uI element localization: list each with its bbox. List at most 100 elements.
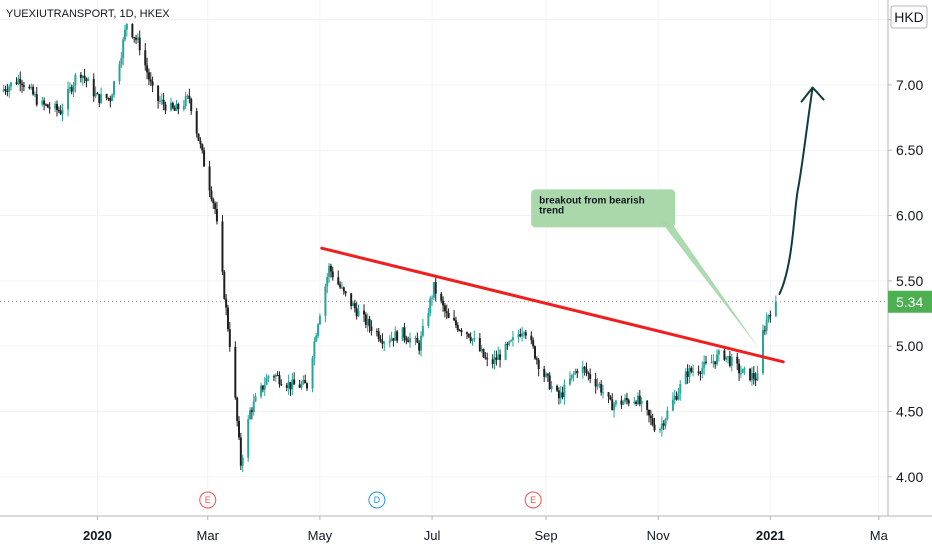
- candle: [87, 76, 90, 82]
- candle-body: [443, 305, 446, 312]
- candle: [173, 105, 176, 111]
- candle-body: [85, 78, 88, 82]
- candle-body: [688, 367, 691, 377]
- candle: [530, 331, 533, 345]
- candle: [407, 336, 410, 343]
- candle: [188, 88, 191, 104]
- candle: [473, 330, 476, 343]
- candle-body: [17, 78, 20, 84]
- event-marker[interactable]: E: [199, 491, 217, 509]
- candle-body: [620, 400, 623, 405]
- candle: [41, 96, 44, 107]
- candle: [388, 335, 391, 348]
- candle-body: [228, 329, 231, 347]
- candle-body: [607, 392, 610, 397]
- event-marker[interactable]: E: [524, 491, 542, 509]
- candle-body: [265, 378, 268, 385]
- chart-title: YUEXIUTRANSPORT, 1D, HKEX: [6, 8, 170, 20]
- candle: [109, 95, 112, 108]
- candle: [563, 379, 566, 405]
- candles: [2, 23, 777, 473]
- candle: [522, 330, 525, 339]
- candle: [329, 263, 332, 278]
- candle-body: [736, 356, 739, 364]
- x-tick-label: Ma: [870, 528, 889, 543]
- candle: [363, 304, 366, 322]
- candle-body: [136, 37, 139, 40]
- candle-body: [96, 93, 99, 95]
- candle-body: [151, 81, 154, 86]
- candle-body: [493, 357, 496, 364]
- candle-body: [662, 423, 665, 426]
- candle-body: [70, 87, 73, 92]
- candle: [83, 68, 86, 83]
- candle: [519, 328, 522, 338]
- candle-body: [304, 380, 307, 384]
- candle-body: [739, 373, 742, 375]
- candle-body: [162, 99, 165, 105]
- event-marker-circle[interactable]: [524, 491, 542, 509]
- candle-body: [260, 385, 263, 397]
- candle-body: [41, 100, 44, 105]
- candle-body: [469, 336, 472, 341]
- candle-body: [521, 333, 524, 337]
- candle: [741, 368, 744, 374]
- x-tick-label: Jul: [424, 528, 441, 543]
- candle-body: [164, 104, 167, 111]
- breakout-arrow-head: [800, 86, 825, 103]
- candle-body: [118, 64, 121, 82]
- candle-body: [33, 94, 36, 96]
- candle-body: [4, 89, 7, 91]
- candle: [730, 353, 733, 372]
- candle-body: [351, 303, 354, 306]
- candle-body: [287, 382, 290, 388]
- candle: [241, 454, 244, 473]
- currency-box[interactable]: [890, 5, 928, 29]
- event-marker-circle[interactable]: [199, 491, 217, 509]
- candle: [598, 381, 601, 389]
- y-tick-label: 6.00: [896, 208, 923, 224]
- candle-body: [131, 23, 134, 38]
- candle-body: [692, 371, 695, 373]
- candle: [557, 387, 560, 405]
- candle-body: [636, 395, 639, 404]
- candle: [548, 372, 551, 390]
- candle-body: [653, 424, 656, 431]
- candle: [328, 262, 331, 283]
- candle: [646, 399, 649, 416]
- candle: [442, 296, 445, 312]
- y-tick-label: 6.50: [896, 142, 923, 158]
- candle-body: [57, 109, 60, 112]
- candle: [311, 355, 314, 393]
- y-tick-label: 5.00: [896, 338, 923, 354]
- candle-body: [651, 418, 654, 425]
- candle: [703, 355, 706, 375]
- candle: [280, 379, 283, 387]
- candle: [649, 409, 652, 426]
- candle: [684, 368, 687, 385]
- candle-body: [278, 375, 281, 385]
- candle-body: [250, 410, 253, 413]
- candle-body: [340, 287, 343, 289]
- candle-body: [210, 190, 213, 200]
- candle-body: [414, 337, 417, 339]
- event-marker-circle[interactable]: [368, 491, 386, 509]
- candle: [32, 84, 35, 96]
- candle: [429, 295, 432, 317]
- candle: [625, 392, 628, 405]
- candle-body: [22, 85, 25, 87]
- event-marker[interactable]: D: [368, 491, 386, 509]
- candle: [125, 23, 128, 37]
- candle: [581, 360, 584, 379]
- candle-body: [649, 415, 652, 419]
- candle-body: [221, 221, 224, 272]
- candle: [164, 101, 167, 115]
- candle-body: [28, 86, 31, 89]
- candle-body: [317, 324, 320, 336]
- candle: [208, 160, 211, 198]
- candle-body: [596, 384, 599, 387]
- candle: [379, 335, 382, 343]
- candle-body: [326, 276, 329, 287]
- candle-body: [201, 144, 204, 151]
